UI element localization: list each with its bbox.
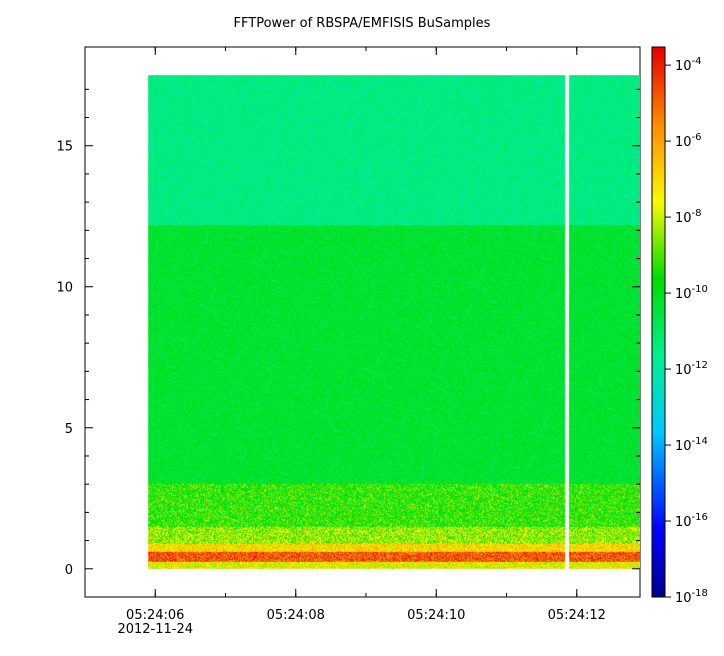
colorbar-gradient [652, 47, 665, 597]
colorbar-tick-label: 10-4 [675, 56, 702, 74]
y-axis: 0 5 10 15 [56, 88, 640, 578]
colorbar-tick-label: 10-18 [675, 588, 708, 606]
x-tick-label: 05:24:06 [126, 608, 184, 623]
x-tick-label: 05:24:08 [267, 608, 325, 623]
colorbar-tick-label: 10-14 [675, 436, 708, 454]
colorbar-axis: 10-4 10-6 10-8 10-10 10-12 10-14 10-16 10-18 [665, 56, 708, 606]
y-tick-label: 5 [65, 422, 73, 437]
colorbar-tick-label: 10-10 [675, 284, 708, 302]
colorbar-tick-label: 10-12 [675, 360, 708, 378]
x-date-label: 2012-11-24 [117, 622, 193, 637]
colorbar-frame [651, 46, 666, 598]
colorbar-tick-label: 10-16 [675, 512, 708, 530]
colorbar-tick-label: 10-6 [675, 132, 702, 150]
x-tick-label: 05:24:10 [407, 608, 465, 623]
x-tick-label: 05:24:12 [548, 608, 606, 623]
x-axis: 05:24:06 05:24:08 05:24:10 05:24:12 2012-11-… [84, 47, 606, 637]
colorbar-tick-label: 10-8 [675, 208, 702, 226]
y-tick-label: 0 [65, 563, 73, 578]
spectrogram-image [148, 75, 640, 569]
chart-title: FFTPower of RBSPA/EMFISIS BuSamples [233, 16, 491, 31]
y-tick-label: 15 [56, 140, 73, 155]
y-tick-label: 10 [56, 281, 73, 296]
